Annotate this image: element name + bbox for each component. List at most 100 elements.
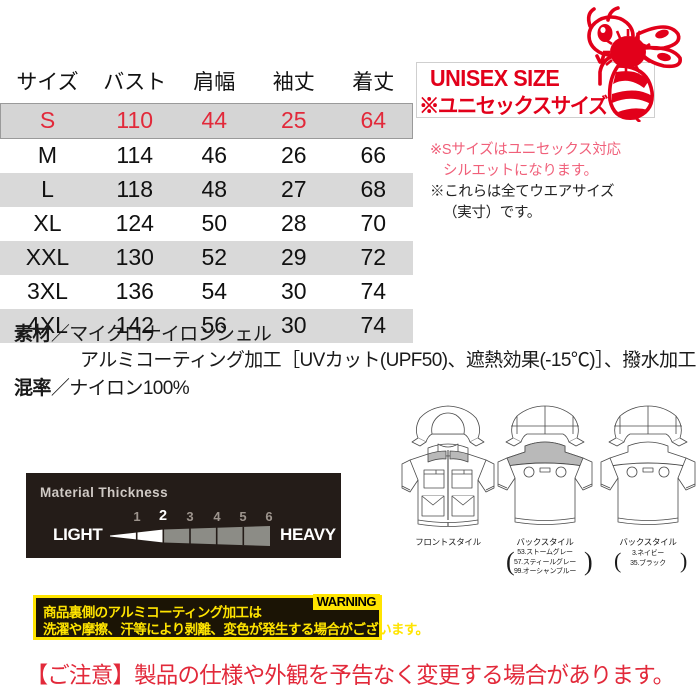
garment-illustrations: フロントスタイル バ xyxy=(398,402,700,587)
cell-size: XXL xyxy=(0,241,95,275)
cell-bust: 136 xyxy=(115,278,154,304)
gauge-tick-4: 4 xyxy=(213,509,221,524)
table-row: XXL 130 52 29 72 xyxy=(0,241,413,275)
thickness-gauge: LIGHT HEAVY 1 2 3 4 5 6 xyxy=(26,508,341,553)
cell-shoulder: 44 xyxy=(174,103,254,139)
gauge-bar: 1 2 3 4 5 6 xyxy=(110,508,273,546)
table-row: 4XL 142 56 30 74 xyxy=(0,309,413,343)
spec-blend-separator: ／ xyxy=(50,378,70,399)
garment-caption-back-1: バックスタイル xyxy=(516,537,574,547)
spec-blend-row: 混率／ナイロン100% xyxy=(14,376,700,402)
cell-sleeve: 26 xyxy=(280,142,307,168)
cell-size: M xyxy=(37,142,58,168)
size-notes: ※Sサイズはユニセックス対応 シルエットになります。 ※これらは全てウエアサイズ… xyxy=(430,140,695,224)
cell-size: L xyxy=(0,173,95,207)
unisex-label-japanese: ※ユニセックスサイズ xyxy=(419,95,608,118)
cell-sleeve: 27 xyxy=(254,173,334,207)
cell-length: 72 xyxy=(333,241,413,275)
size-table-container: サイズ バスト 肩幅 袖丈 着丈 S 110 44 25 64 M 114 46… xyxy=(0,62,413,343)
garment-caption-front: フロントスタイル xyxy=(415,537,481,547)
cell-size: S xyxy=(0,103,95,139)
jacket-back-illustration xyxy=(600,405,696,525)
warning-badge: WARNING xyxy=(312,594,380,610)
color-code: 3.ネイビー xyxy=(631,550,665,557)
gauge-tick-6: 6 xyxy=(265,509,273,524)
cell-sleeve: 28 xyxy=(280,210,307,236)
cell-size: 4XL xyxy=(0,309,95,343)
gauge-light-label: LIGHT xyxy=(53,525,103,544)
spec-blend-value: ナイロン100% xyxy=(69,378,190,399)
column-header-bust: バスト xyxy=(103,71,167,94)
spec-blend-label: 混率 xyxy=(14,378,51,399)
paren-open-left: ( xyxy=(506,547,515,576)
cell-length: 74 xyxy=(333,309,413,343)
material-spec: 素材／マイクロナイロンシェル アルミコーティング加工［UVカット(UPF50)、… xyxy=(14,322,700,402)
cell-shoulder: 54 xyxy=(201,278,228,304)
spec-material-separator: ／ xyxy=(50,324,70,345)
size-table: サイズ バスト 肩幅 袖丈 着丈 S 110 44 25 64 M 114 46… xyxy=(0,62,413,343)
gauge-tick-3: 3 xyxy=(186,509,194,524)
cell-bust: 130 xyxy=(95,241,175,275)
cell-sleeve: 29 xyxy=(254,241,334,275)
cell-length: 70 xyxy=(360,210,387,236)
cell-shoulder: 52 xyxy=(174,241,254,275)
gauge-tick-1: 1 xyxy=(133,509,141,524)
thickness-title: Material Thickness xyxy=(40,485,169,500)
jacket-front-illustration xyxy=(401,405,495,527)
cell-size: 3XL xyxy=(27,278,68,304)
jacket-back-illustration xyxy=(497,405,593,525)
table-header-row: サイズ バスト 肩幅 袖丈 着丈 xyxy=(0,62,413,104)
note-unisex-line1: ※Sサイズはユニセックス対応 xyxy=(430,142,621,158)
cell-shoulder: 50 xyxy=(201,210,228,236)
unisex-label-english: UNISEX SIZE xyxy=(430,65,560,91)
garment-color-codes-1: 53.ストームグレー 57.スティールグレー 99.オーシャンブルー xyxy=(493,548,597,577)
paren-open-right: ( xyxy=(614,548,622,573)
spec-material-label: 素材 xyxy=(14,324,51,345)
cell-shoulder: 46 xyxy=(201,142,228,168)
warning-box: WARNING 商品裏側のアルミコーティング加工は 洗濯や摩擦、汗等により剥離、… xyxy=(33,594,429,640)
cell-length: 66 xyxy=(360,142,387,168)
column-header-size: サイズ xyxy=(16,71,79,94)
cell-bust: 114 xyxy=(116,142,154,168)
cell-sleeve: 25 xyxy=(254,103,334,139)
note-actual-line1: ※これらは全てウエアサイズ xyxy=(430,184,615,200)
cell-bust: 124 xyxy=(115,210,154,236)
material-thickness-panel: Material Thickness LIGHT HEAVY 1 2 xyxy=(26,473,341,558)
warning-text-line1: 商品裏側のアルミコーティング加工は xyxy=(43,605,262,620)
spec-material-value: マイクロナイロンシェル xyxy=(69,324,272,345)
cell-length: 68 xyxy=(333,173,413,207)
column-header-length: 着丈 xyxy=(352,71,395,94)
gauge-tick-2: 2 xyxy=(158,508,168,524)
bottom-notice: 【ご注意】製品の仕様や外観を予告なく変更する場合があります。 xyxy=(25,663,676,688)
cell-length: 64 xyxy=(333,103,413,139)
table-row: S 110 44 25 64 xyxy=(0,103,413,139)
cell-bust: 118 xyxy=(95,173,175,207)
cell-length: 74 xyxy=(360,278,387,304)
spec-material-row: 素材／マイクロナイロンシェル xyxy=(14,322,700,348)
cell-sleeve: 30 xyxy=(280,278,307,304)
column-header-shoulder: 肩幅 xyxy=(193,71,236,94)
table-row: M 114 46 26 66 xyxy=(0,139,413,174)
cell-sleeve: 30 xyxy=(254,309,334,343)
table-row: L 118 48 27 68 xyxy=(0,173,413,207)
cell-shoulder: 48 xyxy=(174,173,254,207)
cell-size: XL xyxy=(33,210,62,236)
color-code: 35.ブラック xyxy=(630,559,666,567)
spec-material-detail: アルミコーティング加工［UVカット(UPF50)、遮熱効果(-15℃)］、撥水加… xyxy=(80,350,696,371)
cell-shoulder: 56 xyxy=(174,309,254,343)
column-header-sleeve: 袖丈 xyxy=(272,71,315,94)
cell-bust: 110 xyxy=(95,103,175,139)
table-row: 3XL 136 54 30 74 xyxy=(0,275,413,309)
garment-color-codes-2: 3.ネイビー 35.ブラック xyxy=(596,549,700,568)
garment-caption-back-2: バックスタイル xyxy=(619,537,677,547)
paren-close-left: ) xyxy=(584,547,593,576)
note-unisex-line2: シルエットになります。 xyxy=(443,163,598,179)
paren-close-right: ) xyxy=(680,548,688,573)
color-code: 53.ストームグレー xyxy=(517,549,573,556)
gauge-wedge-icon xyxy=(110,526,270,546)
table-row: XL 124 50 28 70 xyxy=(0,207,413,241)
bee-mascot-icon xyxy=(586,6,682,122)
note-actual-line2: （実寸）です。 xyxy=(443,205,541,221)
gauge-heavy-label: HEAVY xyxy=(280,525,336,544)
warning-text-line2: 洗濯や摩擦、汗等により剥離、変色が発生する場合がございます。 xyxy=(43,622,429,637)
